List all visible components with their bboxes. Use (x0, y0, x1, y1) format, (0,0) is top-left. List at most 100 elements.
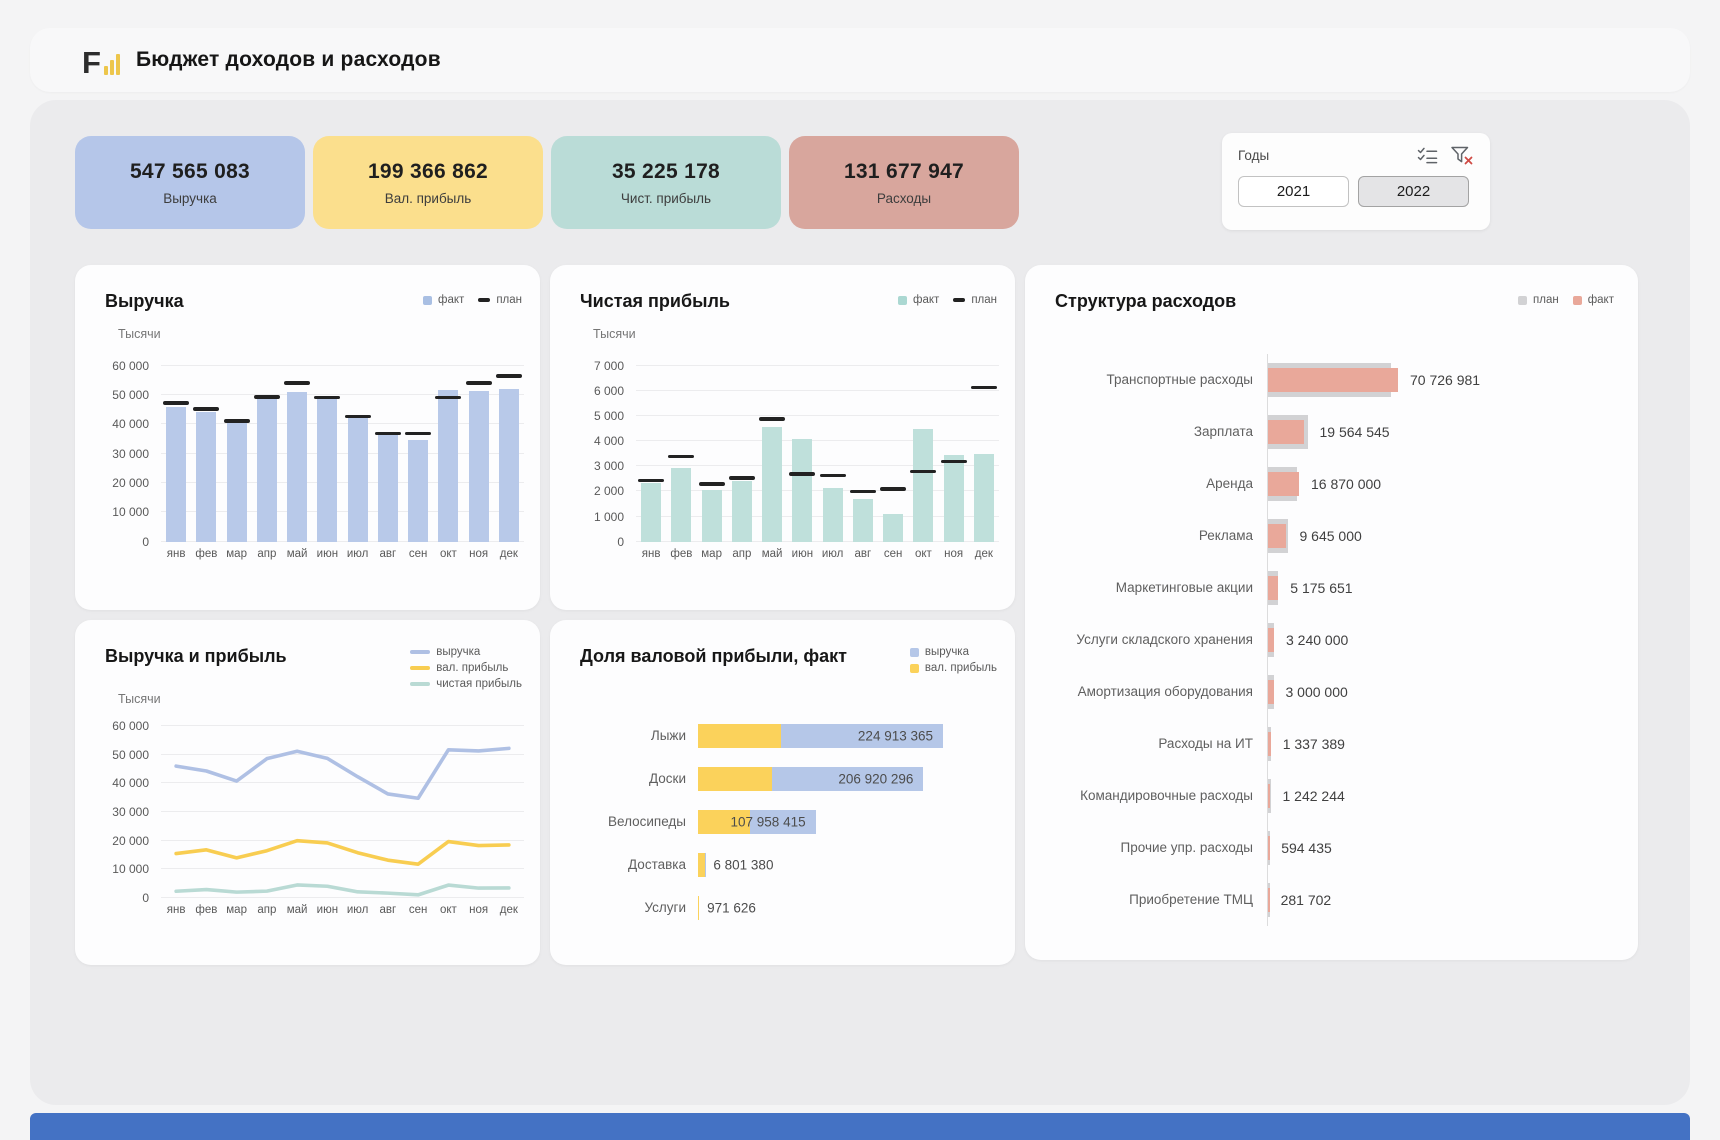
fact-bar-Аренда[interactable] (1268, 471, 1299, 496)
chart-title: Доля валовой прибыли, факт (580, 646, 847, 666)
bar-факт-янв[interactable] (166, 406, 187, 542)
plan-marker-фев[interactable] (668, 454, 695, 459)
legend-swatch-план (478, 298, 491, 302)
plan-marker-дек[interactable] (495, 374, 522, 378)
gross-profit-segment-Доставка[interactable] (698, 852, 705, 877)
bar-факт-янв[interactable] (641, 482, 662, 542)
fact-bar-Приобретение ТМЦ[interactable] (1268, 887, 1270, 912)
plan-marker-окт[interactable] (910, 469, 937, 474)
logo-letter: F (82, 44, 101, 80)
bar-track: 3 240 000 (1267, 613, 1604, 666)
plan-marker-авг[interactable] (849, 489, 876, 494)
bar-факт-фев[interactable] (196, 411, 217, 542)
fact-bar-Реклама[interactable] (1268, 523, 1286, 548)
legend-label: вал. прибыль (436, 662, 509, 674)
revenue-segment-Лыжи[interactable] (780, 723, 943, 748)
fact-bar-Амортизация оборудования[interactable] (1268, 679, 1274, 704)
y-axis: 60 000 50 000 40 000 30 000 20 000 10 000 0 (105, 720, 161, 904)
bar-column-янв: янв (636, 366, 666, 560)
gross-profit-segment-Велосипеды[interactable] (698, 809, 751, 834)
plan-marker-май[interactable] (284, 381, 311, 385)
bar-факт-июн[interactable] (317, 398, 338, 542)
bar-факт-дек[interactable] (498, 388, 519, 542)
bar-факт-сен[interactable] (883, 514, 904, 542)
plan-marker-сен[interactable] (880, 487, 907, 491)
bar-факт-апр[interactable] (731, 481, 752, 542)
plan-marker-фев[interactable] (193, 407, 220, 411)
gridline (161, 897, 524, 898)
gridline (636, 389, 999, 391)
slicer-title: Годы (1238, 148, 1270, 163)
fact-bar-Маркетинговые акции[interactable] (1268, 575, 1278, 600)
plan-marker-авг[interactable] (374, 431, 401, 436)
plan-marker-ноя[interactable] (465, 381, 492, 385)
multiselect-icon[interactable] (1417, 147, 1438, 164)
bottom-blue-bar (30, 1113, 1690, 1140)
fact-bar-Зарплата[interactable] (1268, 419, 1304, 444)
legend-label: план (971, 294, 997, 306)
x-tick-label: июл (821, 547, 844, 560)
plan-marker-июн[interactable] (314, 395, 341, 400)
bar-факт-июн[interactable] (792, 438, 813, 542)
bar-факт-апр[interactable] (256, 399, 277, 542)
plan-marker-апр[interactable] (728, 476, 755, 480)
plan-marker-янв[interactable] (163, 401, 190, 405)
x-tick-label: фев (195, 904, 218, 916)
plan-marker-апр[interactable] (253, 395, 280, 399)
plan-marker-мар[interactable] (223, 419, 250, 423)
year-button-2022[interactable]: 2022 (1358, 176, 1469, 207)
fact-bar-Транспортные расходы[interactable] (1268, 367, 1398, 392)
bar-факт-май[interactable] (762, 427, 783, 542)
plan-marker-дек[interactable] (970, 385, 997, 390)
fact-bar-Услуги складского хранения[interactable] (1268, 627, 1274, 652)
gross-profit-segment-Доски[interactable] (698, 766, 773, 791)
chart-legend: выручка вал. прибыль (909, 646, 997, 674)
gross-profit-segment-Лыжи[interactable] (698, 723, 781, 748)
bar-факт-дек[interactable] (973, 453, 994, 542)
line-выручка[interactable] (176, 748, 509, 798)
bar-факт-мар[interactable] (701, 490, 722, 542)
kpi-card-expenses: 131 677 947 Расходы (789, 136, 1019, 229)
bar-факт-авг[interactable] (377, 435, 398, 542)
bar-факт-сен[interactable] (408, 439, 429, 542)
bar-факт-мар[interactable] (226, 422, 247, 542)
bar-факт-ноя[interactable] (943, 454, 964, 542)
bar-факт-окт[interactable] (438, 390, 459, 542)
category-label: Амортизация оборудования (1077, 684, 1253, 700)
revenue-segment-Велосипеды[interactable] (750, 809, 816, 834)
category-label: Прочие упр. расходы (1120, 840, 1253, 856)
plan-marker-июл[interactable] (344, 414, 371, 419)
bar-columns: янв фев мар апр май июн июл авг сен окт ноя дек (636, 366, 999, 560)
legend-item-чистая прибыль: чистая прибыль (410, 678, 522, 690)
plan-marker-янв[interactable] (638, 478, 665, 483)
bar-факт-окт[interactable] (913, 428, 934, 542)
x-tick-label: июл (346, 547, 369, 560)
plan-marker-июл[interactable] (819, 473, 846, 478)
bar-факт-май[interactable] (287, 391, 308, 542)
bar-факт-авг[interactable] (852, 498, 873, 542)
fact-bar-Прочие упр. расходы[interactable] (1268, 835, 1270, 860)
stacked-row-Доски: Доски 206 920 296 (580, 757, 993, 800)
x-tick-label: май (761, 547, 783, 560)
plan-marker-июн[interactable] (789, 472, 816, 476)
plan-marker-сен[interactable] (405, 431, 432, 436)
plan-marker-ноя[interactable] (940, 459, 967, 464)
plan-marker-мар[interactable] (698, 482, 725, 486)
gridline (636, 490, 999, 492)
revenue-segment-Доски[interactable] (772, 766, 924, 791)
line-вал. прибыль[interactable] (176, 841, 509, 864)
bar-факт-фев[interactable] (671, 467, 692, 542)
gross-profit-segment-Услуги[interactable] (698, 895, 699, 920)
chart-title: Выручка (105, 291, 184, 311)
bar-факт-ноя[interactable] (468, 391, 489, 542)
bar-факт-июл[interactable] (822, 487, 843, 542)
bar-факт-июл[interactable] (347, 417, 368, 542)
fact-bar-Командировочные расходы[interactable] (1268, 783, 1271, 808)
year-button-2021[interactable]: 2021 (1238, 176, 1349, 207)
clear-filter-icon[interactable] (1450, 146, 1474, 165)
fact-bar-Расходы на ИТ[interactable] (1268, 731, 1271, 756)
kpi-value: 547 565 083 (129, 159, 251, 183)
line-чистая прибыль[interactable] (176, 885, 509, 895)
plan-marker-окт[interactable] (435, 395, 462, 400)
plan-marker-май[interactable] (759, 417, 786, 421)
